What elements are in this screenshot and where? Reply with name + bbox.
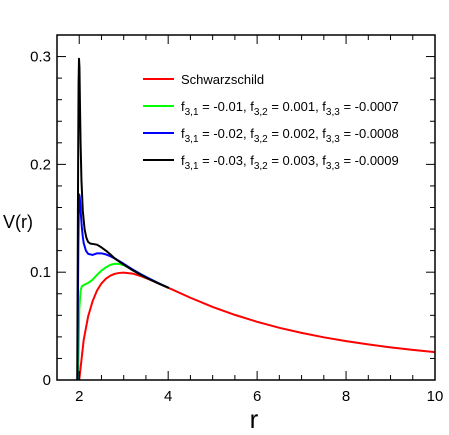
y-tick-label: 0.2 [30,156,51,173]
x-tick-label: 8 [342,388,350,405]
axis-ticks [56,34,436,381]
x-tick-label: 6 [253,388,261,405]
y-tick-label: 0 [43,372,51,389]
legend-entry-2: f3,1 = -0.01, f3,2 = 0.001, f3,3 = -0.00… [181,99,399,118]
legend-entry-4: f3,1 = -0.03, f3,2 = 0.003, f3,3 = -0.00… [181,153,399,172]
x-tick-label: 4 [164,388,172,405]
y-tick-label: 0.3 [30,49,51,66]
series-line-1 [78,271,435,380]
x-tick-label: 10 [427,388,444,405]
series-line-4 [76,57,170,380]
x-tick-label: 2 [75,388,83,405]
legend-entry-3: f3,1 = -0.02, f3,2 = 0.002, f3,3 = -0.00… [181,126,399,145]
plot-curves [76,57,435,380]
legend: Schwarzschild f3,1 = -0.01, f3,2 = 0.001,… [143,72,399,172]
series-line-3 [76,193,170,380]
y-axis-label: V(r) [3,212,33,232]
tick-labels: 2 4 6 8 10 0 0.1 0.2 0.3 [30,49,443,405]
legend-entry-1: Schwarzschild [181,72,264,87]
y-tick-label: 0.1 [30,264,51,281]
x-axis-label: r [250,404,259,434]
